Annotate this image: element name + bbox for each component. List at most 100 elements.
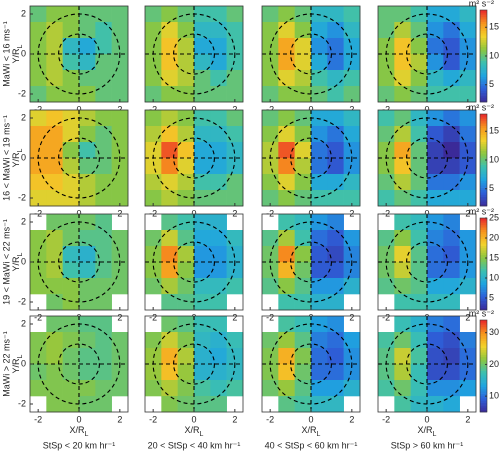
heatmap-cell bbox=[210, 246, 227, 263]
colorbar-swatch bbox=[480, 218, 487, 221]
x-axis-label-sub: L bbox=[317, 431, 321, 438]
heatmap-cell bbox=[177, 6, 195, 23]
heatmap-cell bbox=[46, 70, 63, 87]
heatmap-cell bbox=[394, 396, 411, 413]
heatmap-cell bbox=[378, 380, 395, 397]
heatmap-cell bbox=[145, 246, 162, 263]
colorbar-tick-label: 5 bbox=[489, 292, 494, 302]
heatmap-cell bbox=[226, 380, 244, 397]
heatmap-cell bbox=[62, 126, 80, 143]
heatmap-cell bbox=[177, 110, 195, 127]
colorbar-swatch bbox=[480, 130, 487, 133]
heatmap-cell bbox=[46, 110, 63, 127]
heatmap-cell bbox=[194, 70, 211, 87]
heatmap-cell bbox=[111, 126, 129, 143]
heatmap-cell bbox=[145, 126, 162, 143]
heatmap-cell bbox=[111, 142, 129, 159]
heatmap-cell bbox=[410, 54, 428, 71]
heatmap-cell bbox=[278, 174, 295, 191]
heatmap-cell bbox=[262, 230, 279, 247]
colorbar-swatch bbox=[480, 10, 487, 13]
heatmap-cell bbox=[459, 22, 477, 39]
heatmap-cell bbox=[394, 364, 411, 381]
heatmap-cell bbox=[443, 230, 460, 247]
heatmap-cell bbox=[278, 22, 295, 39]
heatmap-cell bbox=[394, 54, 411, 71]
heatmap-cell bbox=[262, 190, 279, 207]
heatmap-cell bbox=[95, 126, 112, 143]
heatmap-cell bbox=[262, 246, 279, 263]
colorbar-swatch bbox=[480, 160, 487, 163]
x-tick-label: 2 bbox=[117, 414, 122, 424]
colorbar-swatch bbox=[480, 72, 487, 75]
heatmap-cell bbox=[46, 230, 63, 247]
colorbar-swatch bbox=[480, 333, 487, 337]
heatmap-cell bbox=[459, 246, 477, 263]
x-tick-label: 2 bbox=[117, 104, 122, 114]
heatmap-cell bbox=[79, 316, 96, 333]
heatmap-cell bbox=[378, 190, 395, 207]
heatmap-cell bbox=[294, 126, 312, 143]
heatmap-cell bbox=[62, 110, 80, 127]
heatmap-cell bbox=[311, 230, 328, 247]
heatmap-cell bbox=[79, 190, 96, 207]
x-tick-label: 0 bbox=[308, 104, 313, 114]
heatmap-cell bbox=[95, 86, 112, 103]
heatmap-cell bbox=[30, 246, 47, 263]
colorbar-swatch bbox=[480, 405, 487, 408]
heatmap-cell bbox=[311, 22, 328, 39]
colorbar-swatch bbox=[480, 183, 487, 186]
y-tick-label: 2 bbox=[21, 112, 26, 122]
x-tick-label: -2 bbox=[266, 414, 274, 424]
heatmap-cell bbox=[262, 332, 279, 349]
heatmap-cell bbox=[459, 364, 477, 381]
heatmap-cell bbox=[226, 364, 244, 381]
x-tick-label: -2 bbox=[266, 208, 274, 218]
colorbar-swatch bbox=[480, 65, 487, 68]
heatmap-cell bbox=[111, 262, 129, 279]
heatmap-cell bbox=[427, 316, 444, 333]
heatmap-cell bbox=[343, 86, 361, 103]
heatmap-cell bbox=[226, 110, 244, 127]
heatmap-cell bbox=[427, 110, 444, 127]
heatmap-cell bbox=[459, 332, 477, 349]
colorbar-tick-label: 5 bbox=[489, 183, 494, 193]
heatmap-cell bbox=[194, 332, 211, 349]
heatmap-cell bbox=[177, 54, 195, 71]
heatmap-cell bbox=[194, 246, 211, 263]
heatmap-cell bbox=[394, 278, 411, 295]
heatmap-cell bbox=[194, 38, 211, 55]
x-axis-label-main: X/R bbox=[302, 425, 318, 435]
heatmap-cell bbox=[145, 364, 162, 381]
heatmap-cell bbox=[226, 246, 244, 263]
x-tick-label: 0 bbox=[308, 414, 313, 424]
heatmap-cell bbox=[343, 174, 361, 191]
heatmap-cell bbox=[111, 174, 129, 191]
colorbar-swatch bbox=[480, 277, 487, 281]
y-axis-label-sub: L bbox=[17, 252, 24, 256]
heatmap-cell bbox=[410, 230, 428, 247]
heatmap-cell bbox=[294, 54, 312, 71]
colorbar-swatch bbox=[480, 231, 487, 235]
heatmap-cell bbox=[378, 278, 395, 295]
heatmap-cell bbox=[410, 38, 428, 55]
heatmap-cell bbox=[79, 22, 96, 39]
heatmap-cell bbox=[294, 86, 312, 103]
heatmap-cell bbox=[378, 230, 395, 247]
heatmap-cell bbox=[278, 396, 295, 413]
heatmap-cell bbox=[194, 230, 211, 247]
heatmap-cell bbox=[311, 38, 328, 55]
heatmap-cell bbox=[62, 364, 80, 381]
x-tick-label: 2 bbox=[465, 414, 470, 424]
x-tick-label: 2 bbox=[349, 104, 354, 114]
heatmap-cell bbox=[161, 364, 178, 381]
colorbar-swatch bbox=[480, 287, 487, 290]
column-label: StSp > 60 km hr⁻¹ bbox=[391, 440, 464, 450]
heatmap-cell bbox=[161, 86, 178, 103]
heatmap-cell bbox=[30, 142, 47, 159]
x-tick-label: -2 bbox=[149, 312, 157, 322]
heatmap-cell bbox=[459, 86, 477, 103]
heatmap-cell bbox=[111, 38, 129, 55]
heatmap-cell bbox=[30, 364, 47, 381]
heatmap-cell bbox=[226, 158, 244, 175]
